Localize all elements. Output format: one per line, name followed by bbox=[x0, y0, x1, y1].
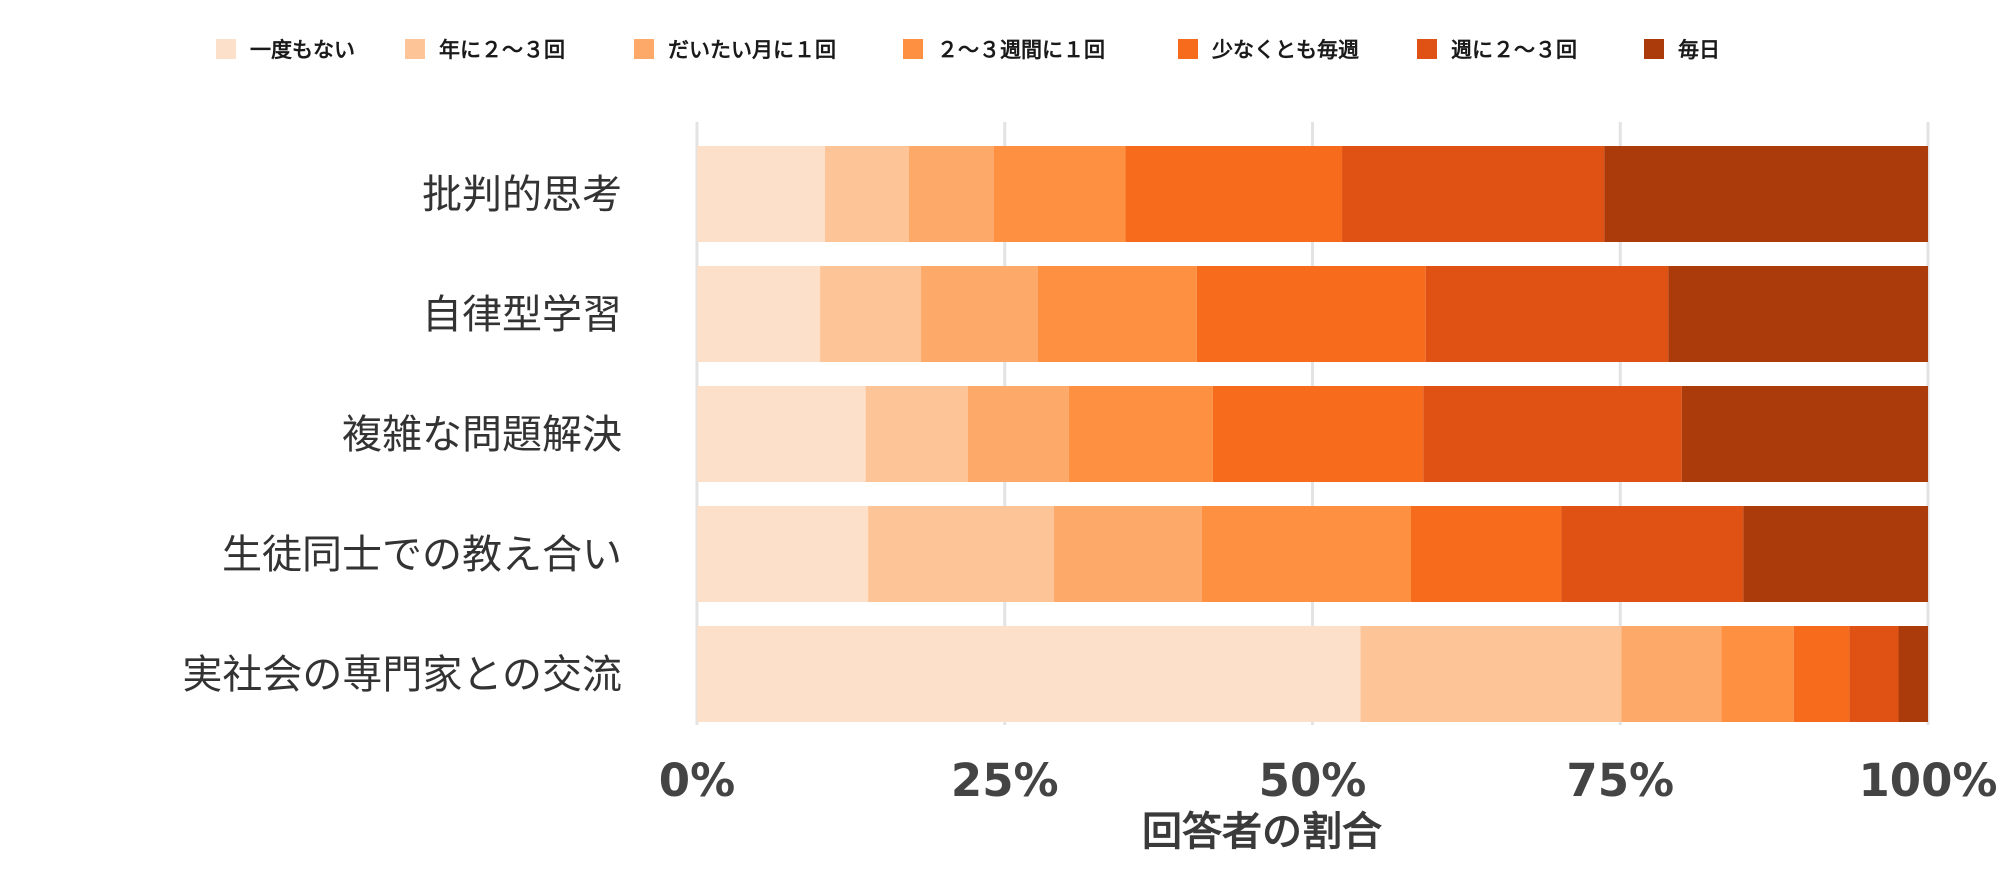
legend-swatch-3 bbox=[634, 39, 654, 59]
legend-label-2: 年に２～３回 bbox=[439, 38, 565, 62]
legend: 一度もない 年に２～３回 だいたい月に１回 ２～３週間に１回 少なくとも毎週 週に２～３回… bbox=[216, 38, 1720, 62]
x-tick-label-75: 75% bbox=[1566, 754, 1674, 807]
x-axis-title: 回答者の割合 bbox=[1142, 809, 1382, 855]
bar-segment-2-4 bbox=[1037, 266, 1197, 362]
bar-segment-1-7 bbox=[1604, 146, 1928, 242]
legend-swatch-4 bbox=[903, 39, 923, 59]
category-label-3: 複雑な問題解決 bbox=[342, 412, 622, 458]
bar-segment-1-1 bbox=[697, 146, 826, 242]
x-tick-label-25: 25% bbox=[951, 754, 1059, 807]
legend-label-6: 週に２～３回 bbox=[1451, 38, 1577, 62]
bar-segment-5-7 bbox=[1898, 626, 1928, 722]
bar-segment-3-1 bbox=[697, 386, 866, 482]
legend-label-3: だいたい月に１回 bbox=[668, 38, 836, 62]
bar-segment-2-7 bbox=[1668, 266, 1928, 362]
bar-segment-3-5 bbox=[1212, 386, 1424, 482]
category-label-4: 生徒同士での教え合い bbox=[222, 532, 622, 578]
legend-label-1: 一度もない bbox=[250, 38, 355, 62]
x-tick-labels: 0% 25% 50% 75% 100% bbox=[659, 754, 1998, 807]
bar-segment-5-5 bbox=[1793, 626, 1850, 722]
bar-segment-4-7 bbox=[1743, 506, 1928, 602]
x-tick-label-100: 100% bbox=[1858, 754, 1997, 807]
bar-segment-3-4 bbox=[1068, 386, 1213, 482]
legend-label-5: 少なくとも毎週 bbox=[1211, 38, 1359, 62]
bar-segment-4-5 bbox=[1410, 506, 1562, 602]
legend-swatch-5 bbox=[1178, 39, 1198, 59]
bar-segment-5-1 bbox=[697, 626, 1361, 722]
bar-segment-4-2 bbox=[868, 506, 1054, 602]
bar-segment-1-2 bbox=[825, 146, 909, 242]
category-label-2: 自律型学習 bbox=[422, 292, 622, 338]
bar-segment-3-3 bbox=[967, 386, 1069, 482]
legend-swatch-7 bbox=[1644, 39, 1664, 59]
category-label-5: 実社会の専門家との交流 bbox=[182, 652, 622, 698]
bars bbox=[697, 146, 1928, 722]
bar-segment-2-1 bbox=[697, 266, 821, 362]
bar-segment-5-2 bbox=[1360, 626, 1622, 722]
bar-segment-3-2 bbox=[865, 386, 968, 482]
legend-label-7: 毎日 bbox=[1678, 38, 1720, 62]
bar-segment-1-5 bbox=[1125, 146, 1343, 242]
bar-segment-1-3 bbox=[908, 146, 994, 242]
bar-segment-3-7 bbox=[1681, 386, 1928, 482]
bar-segment-3-6 bbox=[1423, 386, 1682, 482]
bar-segment-4-6 bbox=[1561, 506, 1744, 602]
bar-segment-1-6 bbox=[1342, 146, 1605, 242]
legend-swatch-1 bbox=[216, 39, 236, 59]
bar-segment-5-4 bbox=[1721, 626, 1794, 722]
x-tick-label-0: 0% bbox=[659, 754, 735, 807]
legend-swatch-6 bbox=[1417, 39, 1437, 59]
bar-segment-5-6 bbox=[1849, 626, 1899, 722]
bar-segment-2-2 bbox=[820, 266, 922, 362]
category-label-1: 批判的思考 bbox=[422, 172, 622, 218]
bar-segment-4-4 bbox=[1201, 506, 1411, 602]
legend-swatch-2 bbox=[405, 39, 425, 59]
bar-segment-4-3 bbox=[1053, 506, 1202, 602]
bar-segment-1-4 bbox=[993, 146, 1126, 242]
bar-segment-2-6 bbox=[1425, 266, 1669, 362]
bar-segment-2-5 bbox=[1196, 266, 1426, 362]
bar-segment-5-3 bbox=[1621, 626, 1722, 722]
bar-segment-4-1 bbox=[697, 506, 869, 602]
x-tick-label-50: 50% bbox=[1259, 754, 1367, 807]
legend-label-4: ２～３週間に１回 bbox=[937, 38, 1105, 62]
bar-segment-2-3 bbox=[921, 266, 1038, 362]
